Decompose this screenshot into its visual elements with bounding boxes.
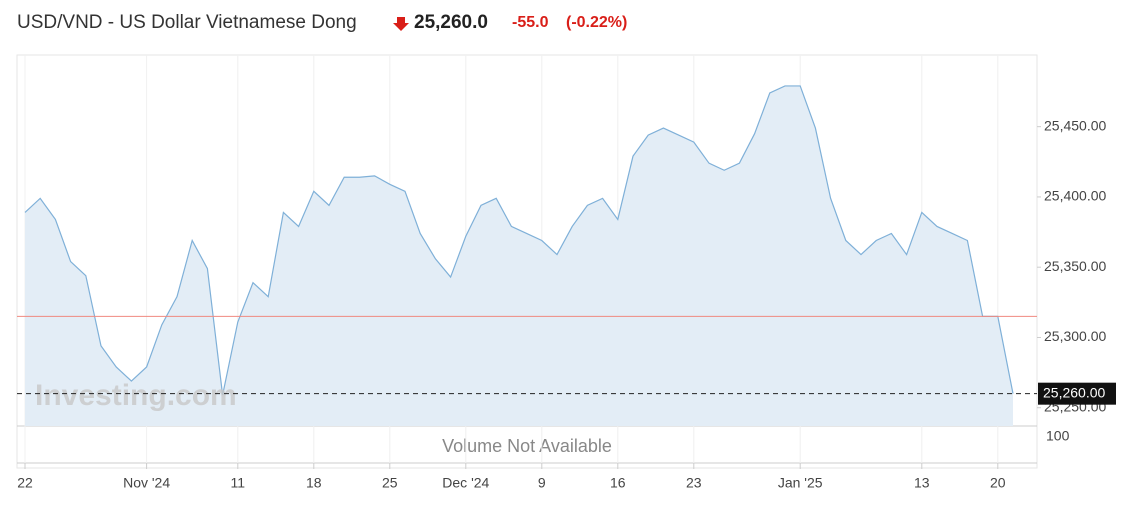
down-arrow xyxy=(393,17,409,31)
price: 25,260.0 xyxy=(414,12,488,33)
x-tick-label: 11 xyxy=(231,475,246,491)
x-tick-label: 25 xyxy=(382,475,398,491)
current-price-box xyxy=(1038,382,1116,405)
volume-text: Volume Not Available xyxy=(442,436,612,456)
x-tick-label: 22 xyxy=(17,475,33,491)
current-price-label: 25,260.00 xyxy=(1043,384,1105,400)
x-tick-label: 16 xyxy=(610,475,626,491)
y-tick-label: 25,300.00 xyxy=(1044,328,1106,344)
x-tick-label: Nov '24 xyxy=(123,475,170,491)
chart-title: USD/VND - US Dollar Vietnamese Dong xyxy=(17,12,357,33)
price-line xyxy=(24,85,1014,396)
change-percent: (-0.22%) xyxy=(566,14,627,31)
header: USD/VND - US Dollar Vietnamese Dong 25,2… xyxy=(17,12,627,33)
change: -55.0 xyxy=(512,14,549,31)
x-tick-label: 23 xyxy=(686,475,702,491)
x-tick-label: 20 xyxy=(990,475,1006,491)
x-tick-label: Dec '24 xyxy=(442,475,489,491)
watermark: Investing.com xyxy=(35,379,237,412)
y-tick-label: 25,450.00 xyxy=(1044,117,1106,133)
y-tick-label: 25,400.00 xyxy=(1044,188,1106,204)
plot-frame xyxy=(16,54,1038,469)
x-tick-label: 13 xyxy=(914,475,930,491)
volume-tick: 100 xyxy=(1046,428,1070,444)
area-fill xyxy=(25,85,1013,427)
x-tick-label: Jan '25 xyxy=(778,475,823,491)
x-tick-label: 9 xyxy=(538,475,546,491)
x-tick-label: 18 xyxy=(306,475,322,491)
plot: 22 Nov '24 11 18 25 Dec '24 9 16 23 Jan '25 13 20 In… xyxy=(17,55,1116,491)
y-tick-label: 25,350.00 xyxy=(1044,258,1106,274)
